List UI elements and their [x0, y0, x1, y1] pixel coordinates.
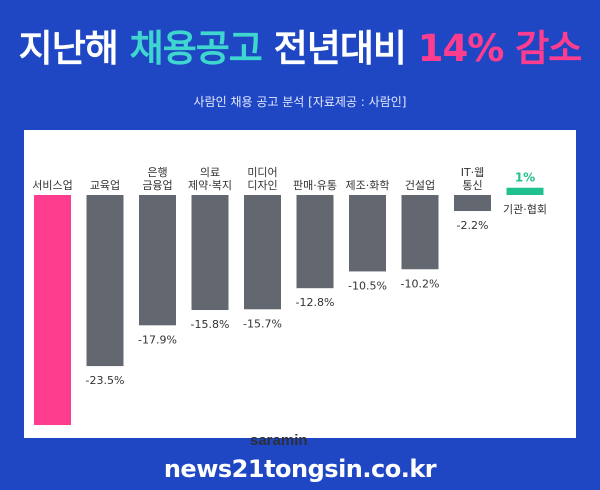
- value-label-8: -10.2%: [401, 277, 440, 290]
- value-label-7: -10.5%: [348, 279, 387, 292]
- category-label-8: 건설업: [405, 179, 435, 192]
- category-label-4: 의료: [200, 166, 220, 179]
- category-label-4: 제약·복지: [188, 178, 232, 192]
- category-label-5: 미디어: [247, 166, 277, 179]
- bar-10: [506, 187, 544, 195]
- category-label-5: 디자인: [247, 179, 277, 192]
- title-part-3: 전년대비: [273, 27, 407, 70]
- value-label-1: -31.6%: [26, 435, 79, 438]
- category-label-9: 통신: [462, 179, 482, 192]
- category-label-9: IT·웹: [461, 166, 485, 179]
- watermark: news21tongsin.co.kr: [163, 455, 437, 483]
- category-label-7: 제조·화학: [346, 179, 390, 192]
- value-label-5: -15.7%: [243, 317, 282, 330]
- saramin-logo: saramin: [250, 432, 308, 449]
- bar-2: [86, 195, 124, 367]
- bar-3: [139, 195, 176, 326]
- bar-4: [191, 195, 229, 311]
- title-part-1: 지난해: [18, 27, 119, 70]
- category-label-10: 기관·협회: [503, 203, 547, 216]
- value-label-2: -23.5%: [86, 374, 125, 387]
- bar-8: [401, 195, 439, 270]
- value-label-6: -12.8%: [296, 296, 335, 309]
- category-label-3: 은행: [147, 166, 167, 179]
- value-label-10: 1%: [515, 171, 535, 185]
- category-label-1: 서비스업: [32, 179, 72, 192]
- value-label-9: -2.2%: [457, 219, 489, 232]
- title-part-4: 14% 감소: [417, 27, 583, 70]
- subtitle: 사람인 채용 공고 분석 [자료제공 : 사람인]: [193, 95, 407, 109]
- bar-9: [454, 195, 491, 212]
- value-label-4: -15.8%: [191, 318, 230, 331]
- bar-7: [349, 195, 386, 272]
- value-label-3: -17.9%: [138, 333, 177, 346]
- bar-1: [34, 195, 71, 426]
- page-title: 지난해 채용공고 전년대비 14% 감소: [0, 30, 600, 67]
- bar-6: [296, 195, 334, 289]
- category-label-6: 판매·유통: [293, 179, 337, 192]
- bar-5: [244, 195, 281, 310]
- category-label-2: 교육업: [90, 179, 120, 192]
- title-part-2: 채용공고: [129, 27, 263, 70]
- category-label-3: 금융업: [142, 179, 172, 192]
